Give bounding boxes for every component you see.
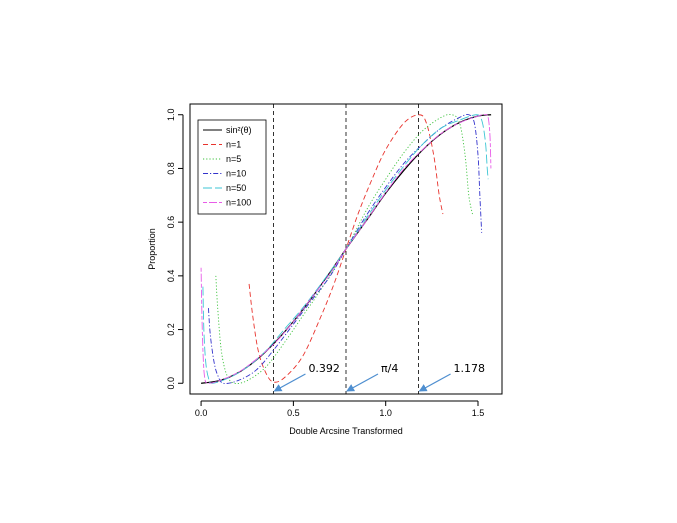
legend-label: n=50 xyxy=(226,183,246,193)
y-tick-label: 0.8 xyxy=(166,162,176,175)
legend-label: sin²(θ) xyxy=(226,125,252,135)
annotation-label: 1.178 xyxy=(454,362,486,375)
annotations: 0.392 π/4 1.178 xyxy=(273,362,486,392)
axes: 0.0 0.5 1.0 1.5 0.0 0.2 0.4 0.6 0.8 1.0 xyxy=(166,108,484,418)
x-tick-label: 1.0 xyxy=(379,408,392,418)
y-axis-title: Proportion xyxy=(147,228,157,270)
series-line-n100 xyxy=(200,114,492,384)
reference-lines xyxy=(273,104,419,394)
x-tick-label: 0.0 xyxy=(195,408,208,418)
x-axis-title: Double Arcsine Transformed xyxy=(289,426,403,436)
annotation-label: 0.392 xyxy=(308,362,340,375)
legend-label: n=1 xyxy=(226,140,241,150)
series-layer xyxy=(200,113,492,385)
y-tick-label: 0.6 xyxy=(166,216,176,229)
y-tick-label: 0.0 xyxy=(166,377,176,390)
y-tick-label: 0.4 xyxy=(166,270,176,283)
legend-label: n=5 xyxy=(226,154,241,164)
annotation-arrow xyxy=(418,373,451,392)
x-tick-label: 1.5 xyxy=(472,408,485,418)
legend: sin²(θ) n=1 n=5 n=10 n=50 n=100 xyxy=(197,119,267,215)
annotation-arrow xyxy=(346,373,379,392)
annotation-arrow xyxy=(273,373,306,392)
y-tick-label: 0.2 xyxy=(166,323,176,336)
x-tick-label: 0.5 xyxy=(287,408,300,418)
legend-label: n=10 xyxy=(226,169,246,179)
annotation-label: π/4 xyxy=(381,362,398,375)
legend-label: n=100 xyxy=(226,198,251,208)
y-tick-label: 1.0 xyxy=(166,108,176,121)
legend-box xyxy=(197,119,267,215)
